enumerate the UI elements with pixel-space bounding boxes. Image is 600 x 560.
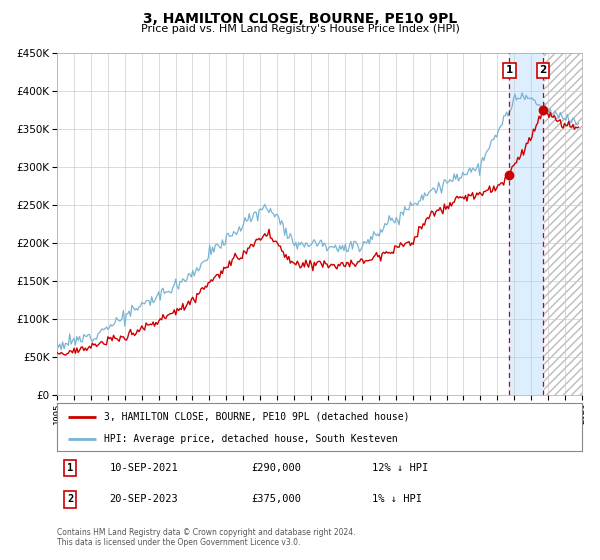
Text: Contains HM Land Registry data © Crown copyright and database right 2024.: Contains HM Land Registry data © Crown c… bbox=[57, 528, 355, 536]
Text: 2: 2 bbox=[539, 66, 547, 75]
Text: 3, HAMILTON CLOSE, BOURNE, PE10 9PL: 3, HAMILTON CLOSE, BOURNE, PE10 9PL bbox=[143, 12, 457, 26]
Text: Price paid vs. HM Land Registry's House Price Index (HPI): Price paid vs. HM Land Registry's House … bbox=[140, 24, 460, 34]
Bar bbox=[509, 53, 543, 395]
Text: £290,000: £290,000 bbox=[251, 463, 301, 473]
Text: 1% ↓ HPI: 1% ↓ HPI bbox=[372, 494, 422, 505]
Text: 12% ↓ HPI: 12% ↓ HPI bbox=[372, 463, 428, 473]
Text: 1: 1 bbox=[506, 66, 513, 75]
Bar bbox=[543, 53, 590, 395]
Text: 10-SEP-2021: 10-SEP-2021 bbox=[110, 463, 178, 473]
Text: 2: 2 bbox=[67, 494, 73, 505]
Text: 1: 1 bbox=[67, 463, 73, 473]
Bar bbox=[543, 53, 590, 395]
Text: This data is licensed under the Open Government Licence v3.0.: This data is licensed under the Open Gov… bbox=[57, 538, 301, 547]
Text: £375,000: £375,000 bbox=[251, 494, 301, 505]
Text: 20-SEP-2023: 20-SEP-2023 bbox=[110, 494, 178, 505]
Text: HPI: Average price, detached house, South Kesteven: HPI: Average price, detached house, Sout… bbox=[104, 434, 398, 444]
Text: 3, HAMILTON CLOSE, BOURNE, PE10 9PL (detached house): 3, HAMILTON CLOSE, BOURNE, PE10 9PL (det… bbox=[104, 412, 410, 422]
